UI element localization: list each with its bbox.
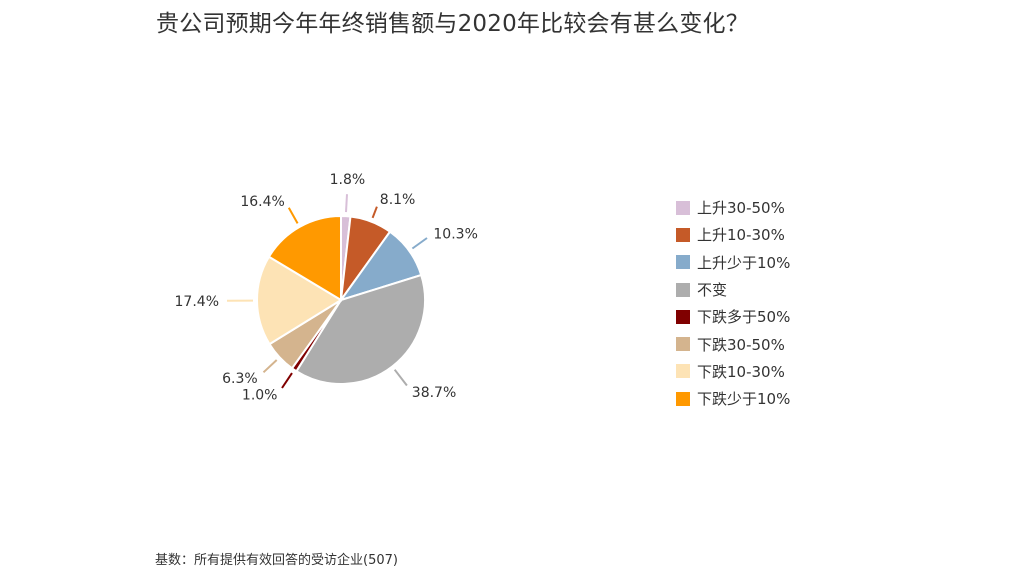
- legend-swatch: [676, 255, 690, 270]
- legend-swatch: [676, 282, 690, 297]
- data-label: 17.4%: [175, 294, 219, 310]
- leader-line: [287, 207, 299, 224]
- legend-item: 下跌少于10%: [676, 385, 790, 412]
- data-label: 10.3%: [433, 226, 477, 242]
- data-label: 38.7%: [412, 385, 456, 401]
- legend-label: 下跌10-30%: [697, 362, 785, 381]
- leader-line: [345, 194, 348, 213]
- legend-item: 下跌30-50%: [676, 330, 790, 357]
- chart-legend: 上升30-50% 上升10-30% 上升少于10% 不变下跌多于50% 下跌30-50%…: [676, 194, 790, 412]
- data-label: 1.8%: [330, 172, 366, 188]
- data-label: 6.3%: [222, 371, 258, 387]
- legend-label: 不变: [697, 281, 728, 300]
- leader-line: [371, 206, 378, 219]
- pie-slice: [295, 273, 426, 385]
- leader-line: [281, 372, 293, 389]
- data-label: 16.4%: [240, 194, 284, 210]
- legend-swatch: [676, 200, 690, 215]
- pie-slice: [267, 214, 342, 302]
- pie-slices: [256, 214, 426, 385]
- legend-label: 上升10-30%: [697, 226, 785, 245]
- legend-swatch: [676, 391, 690, 406]
- legend-label: 下跌30-50%: [697, 335, 785, 354]
- base-footnote: 基数：所有提供有效回答的受访企业(507): [155, 553, 398, 568]
- chart-title: 贵公司预期今年年终销售额与2020年比较会有甚么变化？: [156, 11, 749, 37]
- data-label: 8.1%: [380, 192, 416, 208]
- legend-label: 上升30-50%: [697, 199, 785, 218]
- legend-item: 上升少于10%: [676, 249, 790, 276]
- legend-label: 下跌多于50%: [697, 308, 791, 327]
- leader-line: [393, 369, 408, 387]
- leader-line: [262, 359, 278, 374]
- legend-item: 上升10-30%: [676, 221, 790, 248]
- pie-slice: [256, 255, 343, 346]
- legend-swatch: [676, 309, 690, 324]
- data-labels: 1.8% 8.1% 10.3% 38.7% 1.0%6.3% 17.4% 16.4%: [175, 172, 478, 404]
- legend-swatch: [676, 337, 690, 352]
- legend-item: 下跌多于50%: [676, 303, 790, 330]
- legend-label: 下跌少于10%: [697, 390, 791, 409]
- leader-line: [411, 237, 428, 250]
- legend-swatch: [676, 364, 690, 379]
- legend-item: 不变: [676, 276, 790, 303]
- legend-swatch: [676, 227, 690, 242]
- leader-lines: [226, 194, 428, 389]
- legend-label: 上升少于10%: [697, 253, 791, 272]
- legend-item: 上升30-50%: [676, 194, 790, 221]
- legend-item: 下跌10-30%: [676, 358, 790, 385]
- data-label: 1.0%: [242, 388, 278, 404]
